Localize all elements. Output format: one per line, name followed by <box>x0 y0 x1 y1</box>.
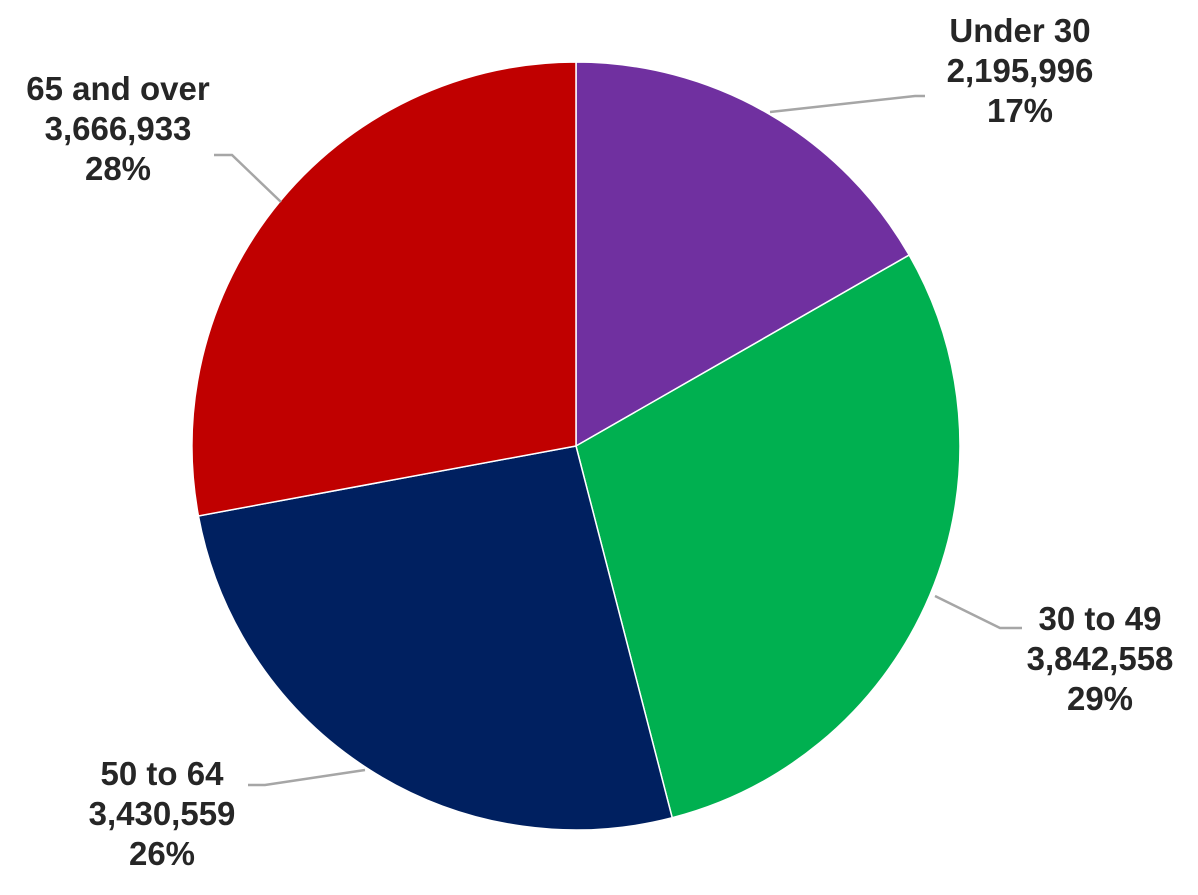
pie-slice-65-and-over <box>191 61 577 517</box>
leader-lines <box>214 94 1022 787</box>
leader-line-65-and-over <box>214 153 282 203</box>
slice-category-label: Under 30 <box>949 12 1090 49</box>
pie-slice-50-to-64 <box>197 445 674 831</box>
pie-slice-under-30 <box>575 61 911 448</box>
slice-percent-label: 28% <box>85 150 151 187</box>
slice-category-label: 65 and over <box>26 70 210 107</box>
slice-percent-label: 17% <box>987 92 1053 129</box>
slice-value-label: 2,195,996 <box>947 52 1094 89</box>
slice-value-label: 3,842,558 <box>1027 640 1174 677</box>
leader-line-under-30 <box>769 94 925 114</box>
slice-percent-label: 29% <box>1067 680 1133 717</box>
leader-line-50-to-64 <box>248 768 366 787</box>
slice-category-label: 30 to 49 <box>1039 600 1162 637</box>
data-label-65-and-over: 65 and over 3,666,933 28% <box>26 70 210 187</box>
data-label-50-to-64: 50 to 64 3,430,559 26% <box>89 755 236 872</box>
pie-slices <box>191 61 961 831</box>
pie-slice-30-to-49 <box>575 254 961 819</box>
slice-percent-label: 26% <box>129 835 195 872</box>
data-labels: Under 30 2,195,996 17% 30 to 49 3,842,558 29%… <box>26 12 1173 872</box>
slice-value-label: 3,666,933 <box>45 110 192 147</box>
data-label-30-to-49: 30 to 49 3,842,558 29% <box>1027 600 1174 717</box>
data-label-under-30: Under 30 2,195,996 17% <box>947 12 1094 129</box>
slice-category-label: 50 to 64 <box>101 755 225 792</box>
slice-value-label: 3,430,559 <box>89 795 236 832</box>
leader-line-30-to-49 <box>934 594 1022 630</box>
